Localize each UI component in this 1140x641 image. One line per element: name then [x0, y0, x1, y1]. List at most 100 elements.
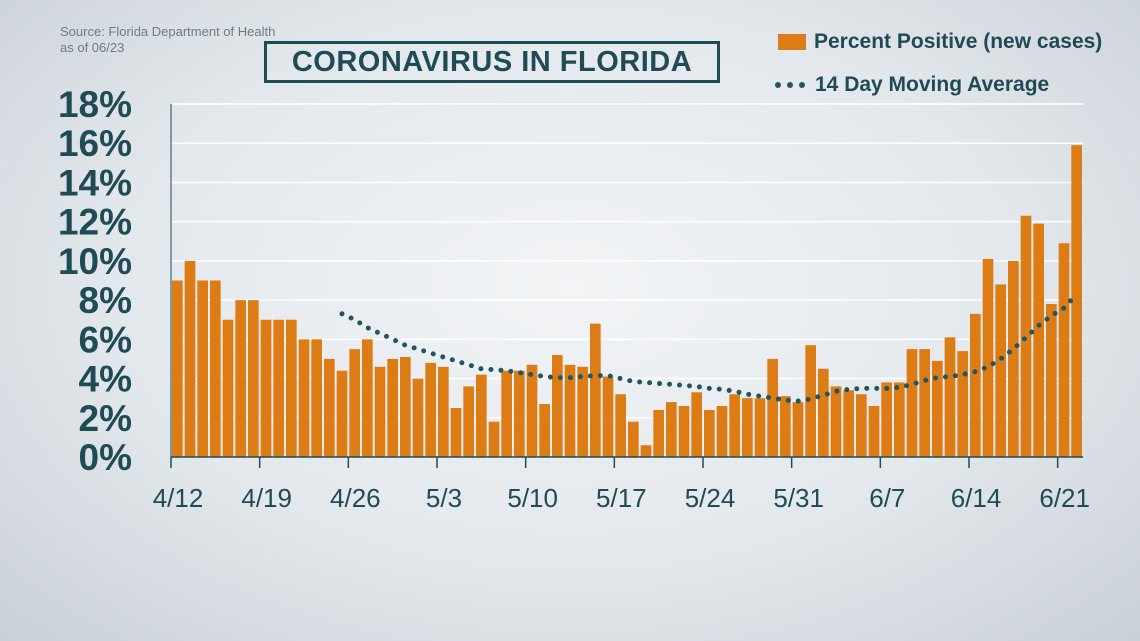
- bar: [666, 402, 677, 457]
- bar: [476, 374, 487, 457]
- bar: [843, 390, 854, 457]
- x-tick-label: 6/21: [1039, 483, 1090, 513]
- legend-bar-swatch: [778, 34, 806, 50]
- bar: [222, 319, 234, 457]
- bar: [1033, 223, 1044, 457]
- bar: [412, 378, 424, 457]
- bar: [590, 323, 601, 457]
- bar: [425, 362, 436, 457]
- bar: [374, 366, 386, 457]
- x-tick-label: 5/3: [426, 483, 462, 513]
- bar: [501, 370, 512, 457]
- bar: [450, 407, 462, 457]
- bar: [260, 319, 272, 457]
- bar: [995, 284, 1006, 457]
- bar: [792, 402, 804, 457]
- x-tick-label: 4/19: [241, 483, 292, 513]
- bar: [336, 370, 348, 457]
- bar: [210, 280, 221, 457]
- y-tick-label: 18%: [58, 84, 132, 125]
- bar: [729, 394, 740, 457]
- bar: [716, 406, 728, 457]
- bar: [324, 358, 335, 457]
- bar: [894, 382, 905, 457]
- moving-average-line: [339, 291, 1080, 404]
- as-of-date: as of 06/23: [60, 40, 125, 55]
- bar: [248, 300, 259, 457]
- x-tick-label: 6/14: [951, 483, 1002, 513]
- bar: [273, 319, 284, 457]
- bar: [184, 260, 196, 457]
- x-tick-label: 5/17: [596, 483, 647, 513]
- legend-bars: Percent Positive (new cases): [778, 30, 1102, 54]
- legend-line-label: 14 Day Moving Average: [815, 73, 1050, 96]
- source-note: Source: Florida Department of Health as …: [60, 24, 275, 56]
- bar: [704, 409, 715, 457]
- bar: [1046, 304, 1057, 457]
- bar: [830, 386, 842, 457]
- chart-title: CORONAVIRUS IN FLORIDA: [264, 41, 720, 83]
- bar: [602, 376, 614, 457]
- bar: [754, 398, 766, 457]
- bar: [577, 366, 588, 457]
- bar: [691, 392, 702, 457]
- bar: [197, 280, 208, 457]
- x-tick-label: 4/12: [153, 483, 204, 513]
- bar: [780, 396, 791, 457]
- y-tick-label: 8%: [79, 280, 132, 321]
- bar: [678, 406, 690, 457]
- bar: [1020, 215, 1032, 457]
- legend-bar-label: Percent Positive (new cases): [814, 30, 1103, 53]
- bar: [653, 409, 664, 457]
- bar: [463, 386, 474, 457]
- bar: [387, 358, 398, 457]
- y-tick-label: 16%: [58, 123, 132, 164]
- bar: [919, 349, 930, 457]
- bar: [932, 360, 943, 457]
- bar: [805, 345, 816, 457]
- x-tick-label: 5/31: [773, 483, 824, 513]
- y-tick-label: 10%: [58, 241, 132, 282]
- y-tick-label: 0%: [79, 437, 132, 478]
- bar: [856, 394, 867, 457]
- bar: [818, 368, 829, 457]
- bar: [362, 339, 373, 457]
- bar: [400, 356, 411, 457]
- x-tick-label: 4/26: [330, 483, 381, 513]
- legend-line: 14 Day Moving Average: [775, 73, 1049, 97]
- bar: [615, 394, 626, 457]
- bar: [526, 364, 538, 457]
- bar: [881, 382, 892, 457]
- x-tick-label: 5/24: [685, 483, 736, 513]
- source-line: Source: Florida Department of Health: [60, 24, 276, 39]
- bar: [514, 370, 525, 457]
- bar: [172, 280, 183, 457]
- y-tick-label: 14%: [58, 162, 132, 203]
- bar: [944, 337, 956, 457]
- bar: [552, 355, 563, 457]
- bar: [286, 319, 297, 457]
- bar: [906, 349, 918, 457]
- bar: [298, 339, 310, 457]
- bar: [1071, 145, 1082, 457]
- bar: [767, 358, 778, 457]
- bar: [628, 421, 639, 457]
- bar: [742, 398, 753, 457]
- bar: [488, 421, 500, 457]
- bar: [564, 364, 576, 457]
- y-tick-label: 6%: [79, 319, 132, 360]
- x-tick-label: 6/7: [869, 483, 905, 513]
- bar: [438, 366, 449, 457]
- legend-dotted-line-swatch: [775, 82, 805, 88]
- bar: [349, 349, 360, 457]
- y-tick-label: 12%: [58, 202, 132, 243]
- bar: [1008, 260, 1019, 457]
- bar: [539, 404, 550, 457]
- y-tick-label: 4%: [79, 359, 132, 400]
- bar: [957, 351, 968, 457]
- y-tick-label: 2%: [79, 398, 132, 439]
- x-tick-label: 5/10: [507, 483, 558, 513]
- bar: [868, 406, 880, 457]
- bar: [640, 445, 652, 457]
